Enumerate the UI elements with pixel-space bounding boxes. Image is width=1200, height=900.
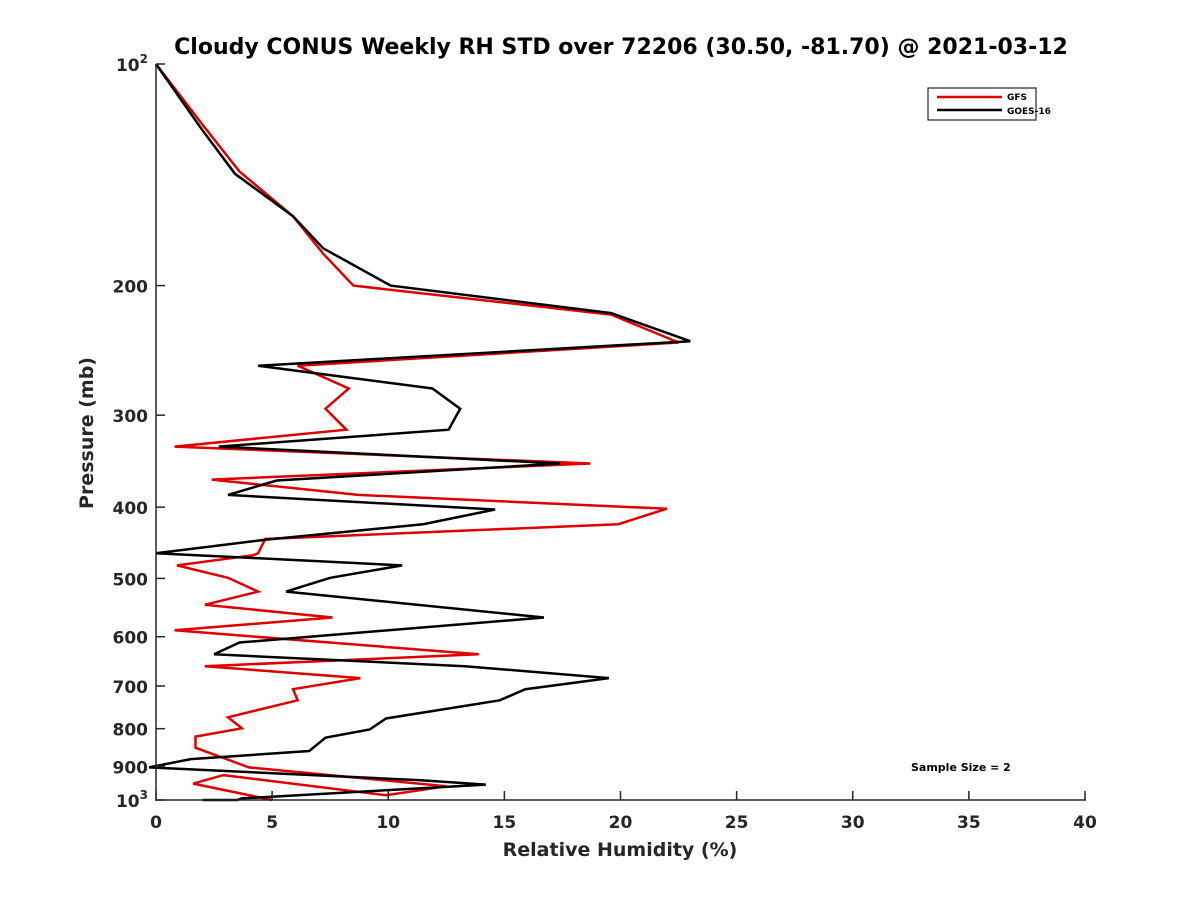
y-tick-label: 600 xyxy=(113,629,149,649)
x-tick-label: 20 xyxy=(609,813,633,833)
y-tick-label: 300 xyxy=(113,407,149,427)
x-tick-label: 40 xyxy=(1073,813,1097,833)
y-tick-label: 800 xyxy=(113,721,149,741)
series-line-goes16 xyxy=(148,63,691,802)
y-ticks: 102 200 300 400 500 600 700 800 900 103 xyxy=(113,52,165,812)
legend-label-goes16: GOES-16 xyxy=(1007,107,1051,117)
y-axis-label: Pressure (mb) xyxy=(76,357,98,509)
x-tick-label: 15 xyxy=(493,813,517,833)
chart-title: Cloudy CONUS Weekly RH STD over 72206 (3… xyxy=(174,35,1068,60)
x-ticks: 0 5 10 15 20 25 30 35 40 xyxy=(150,791,1097,833)
legend-label-gfs: GFS xyxy=(1007,93,1027,103)
plot-lines xyxy=(148,63,691,802)
legend-box xyxy=(927,87,1037,121)
series-line-gfs xyxy=(155,63,680,802)
x-tick-label: 35 xyxy=(957,813,981,833)
x-tick-label: 0 xyxy=(150,813,162,833)
y-tick-label: 200 xyxy=(113,278,149,298)
y-tick-label: 700 xyxy=(113,678,149,698)
y-tick-label: 500 xyxy=(113,570,149,590)
x-tick-label: 25 xyxy=(725,813,749,833)
x-tick-label: 5 xyxy=(266,813,278,833)
x-tick-label: 10 xyxy=(376,813,400,833)
x-axis-label: Relative Humidity (%) xyxy=(503,839,738,861)
y-tick-label: 103 xyxy=(116,788,148,812)
sample-size-annotation: Sample Size = 2 xyxy=(911,761,1011,774)
x-tick-label: 30 xyxy=(841,813,865,833)
y-tick-label: 102 xyxy=(116,52,148,76)
y-tick-label: 900 xyxy=(113,758,149,778)
legend: GFS GOES-16 xyxy=(927,87,1051,121)
y-tick-label: 400 xyxy=(113,499,149,519)
